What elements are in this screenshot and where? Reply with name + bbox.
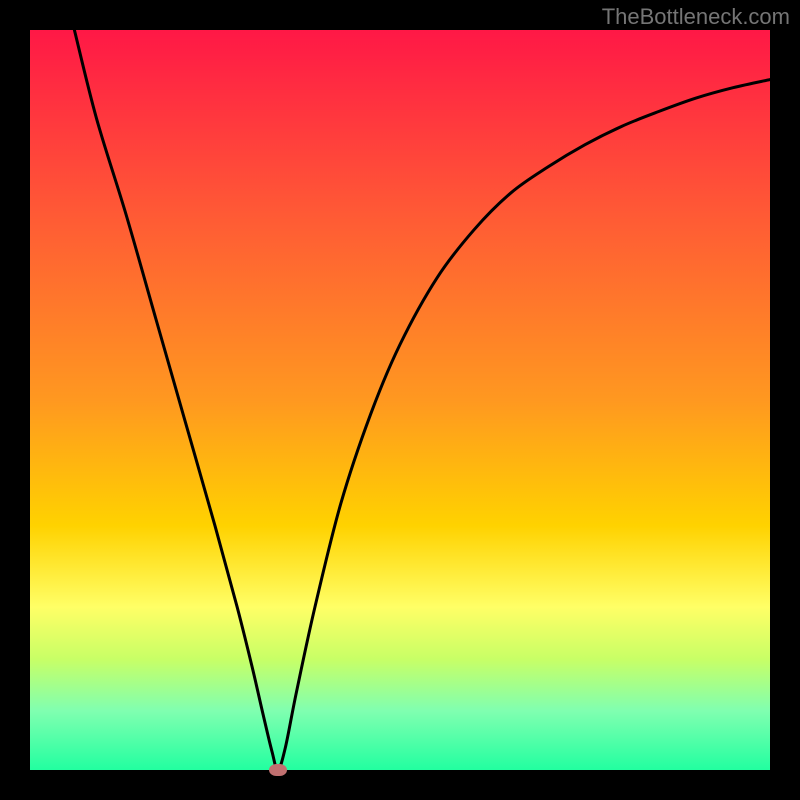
bottleneck-curve (74, 30, 770, 770)
min-marker (269, 764, 287, 776)
watermark-text: TheBottleneck.com (602, 4, 790, 30)
curve-svg (30, 30, 770, 770)
plot-area (30, 30, 770, 770)
